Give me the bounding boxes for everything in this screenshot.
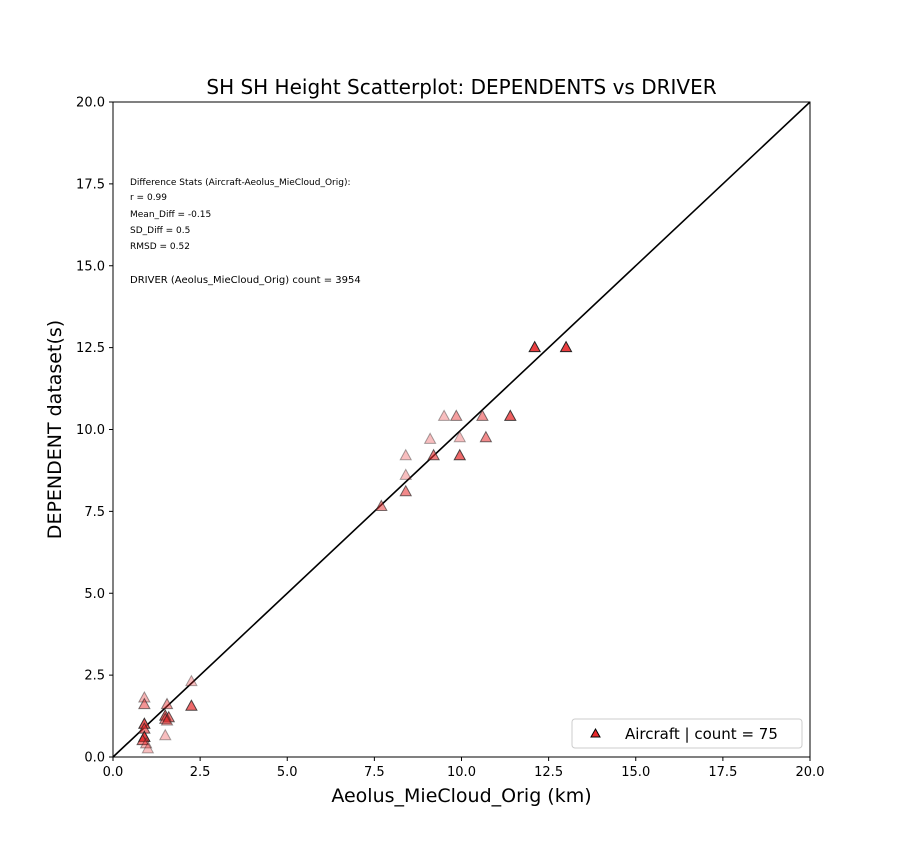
data-point-triangle bbox=[453, 448, 467, 461]
data-point-triangle bbox=[453, 430, 467, 443]
x-tick-label: 0.0 bbox=[103, 765, 124, 780]
data-point-triangle bbox=[479, 430, 493, 443]
data-point-triangle bbox=[138, 697, 151, 710]
y-tick-label: 17.5 bbox=[76, 177, 105, 192]
data-point-triangle bbox=[399, 448, 413, 461]
data-point-triangle bbox=[476, 409, 489, 421]
data-point-triangle bbox=[449, 409, 463, 421]
y-tick-label: 7.5 bbox=[84, 505, 105, 520]
x-axis-ticks: 0.0 2.5 5.0 7.5 10.0 12.5 15.0 17.5 20.0 bbox=[103, 757, 825, 780]
stats-r: r = 0.99 bbox=[130, 193, 167, 203]
data-point-triangle bbox=[503, 409, 517, 421]
data-point-triangle bbox=[136, 733, 149, 746]
x-tick-label: 17.5 bbox=[708, 765, 737, 780]
stats-mean-diff: Mean_Diff = -0.15 bbox=[130, 210, 211, 220]
marker-group bbox=[136, 340, 573, 754]
y-tick-label: 12.5 bbox=[76, 341, 105, 356]
legend-box bbox=[571, 718, 803, 749]
data-point-triangle bbox=[139, 736, 153, 749]
y-tick-label: 20.0 bbox=[76, 96, 105, 111]
x-tick-label: 10.0 bbox=[447, 765, 476, 780]
chart-title: SH SH Height Scatterplot: DEPENDENTS vs … bbox=[206, 75, 716, 99]
x-axis-label: Aeolus_MieCloud_Orig (km) bbox=[331, 785, 591, 807]
data-point-triangle bbox=[141, 741, 155, 754]
data-point-triangle bbox=[423, 432, 437, 444]
one-to-one-line bbox=[112, 101, 811, 758]
x-tick-label: 2.5 bbox=[190, 765, 211, 780]
data-point-triangle bbox=[399, 484, 413, 497]
legend-label: Aircraft | count = 75 bbox=[625, 725, 778, 743]
x-tick-label: 5.0 bbox=[277, 765, 298, 780]
data-point-triangle bbox=[528, 340, 542, 353]
legend-marker-triangle-icon bbox=[590, 727, 601, 738]
stats-sd-diff: SD_Diff = 0.5 bbox=[130, 226, 190, 236]
y-axis-ticks: 0.0 2.5 5.0 7.5 10.0 12.5 15.0 17.5 20.0 bbox=[76, 96, 113, 766]
x-tick-label: 15.0 bbox=[621, 765, 650, 780]
stats-rmsd: RMSD = 0.52 bbox=[130, 242, 190, 252]
stats-annotation: Difference Stats (Aircraft-Aeolus_MieClo… bbox=[130, 178, 361, 286]
driver-count: DRIVER (Aeolus_MieCloud_Orig) count = 39… bbox=[130, 275, 361, 286]
y-tick-label: 0.0 bbox=[84, 751, 105, 766]
data-point-triangle bbox=[399, 468, 413, 480]
data-point-triangle bbox=[160, 697, 174, 710]
data-point-triangle bbox=[158, 728, 172, 741]
y-tick-label: 2.5 bbox=[84, 669, 105, 684]
data-point-triangle bbox=[185, 674, 198, 687]
x-tick-label: 12.5 bbox=[534, 765, 563, 780]
y-tick-label: 15.0 bbox=[76, 259, 105, 274]
data-point-triangle bbox=[374, 499, 388, 511]
stats-header: Difference Stats (Aircraft-Aeolus_MieClo… bbox=[130, 178, 351, 188]
data-point-triangle bbox=[427, 448, 440, 461]
y-tick-label: 10.0 bbox=[76, 423, 105, 438]
data-point-triangle bbox=[185, 699, 198, 711]
x-tick-label: 7.5 bbox=[364, 765, 385, 780]
legend: Aircraft | count = 75 bbox=[571, 718, 803, 749]
y-tick-label: 5.0 bbox=[84, 587, 105, 602]
data-point-triangle bbox=[437, 409, 451, 421]
data-point-triangle bbox=[160, 713, 174, 726]
x-tick-label: 20.0 bbox=[796, 765, 825, 780]
data-point-triangle bbox=[559, 340, 573, 353]
y-axis-label: DEPENDENT dataset(s) bbox=[44, 320, 66, 539]
